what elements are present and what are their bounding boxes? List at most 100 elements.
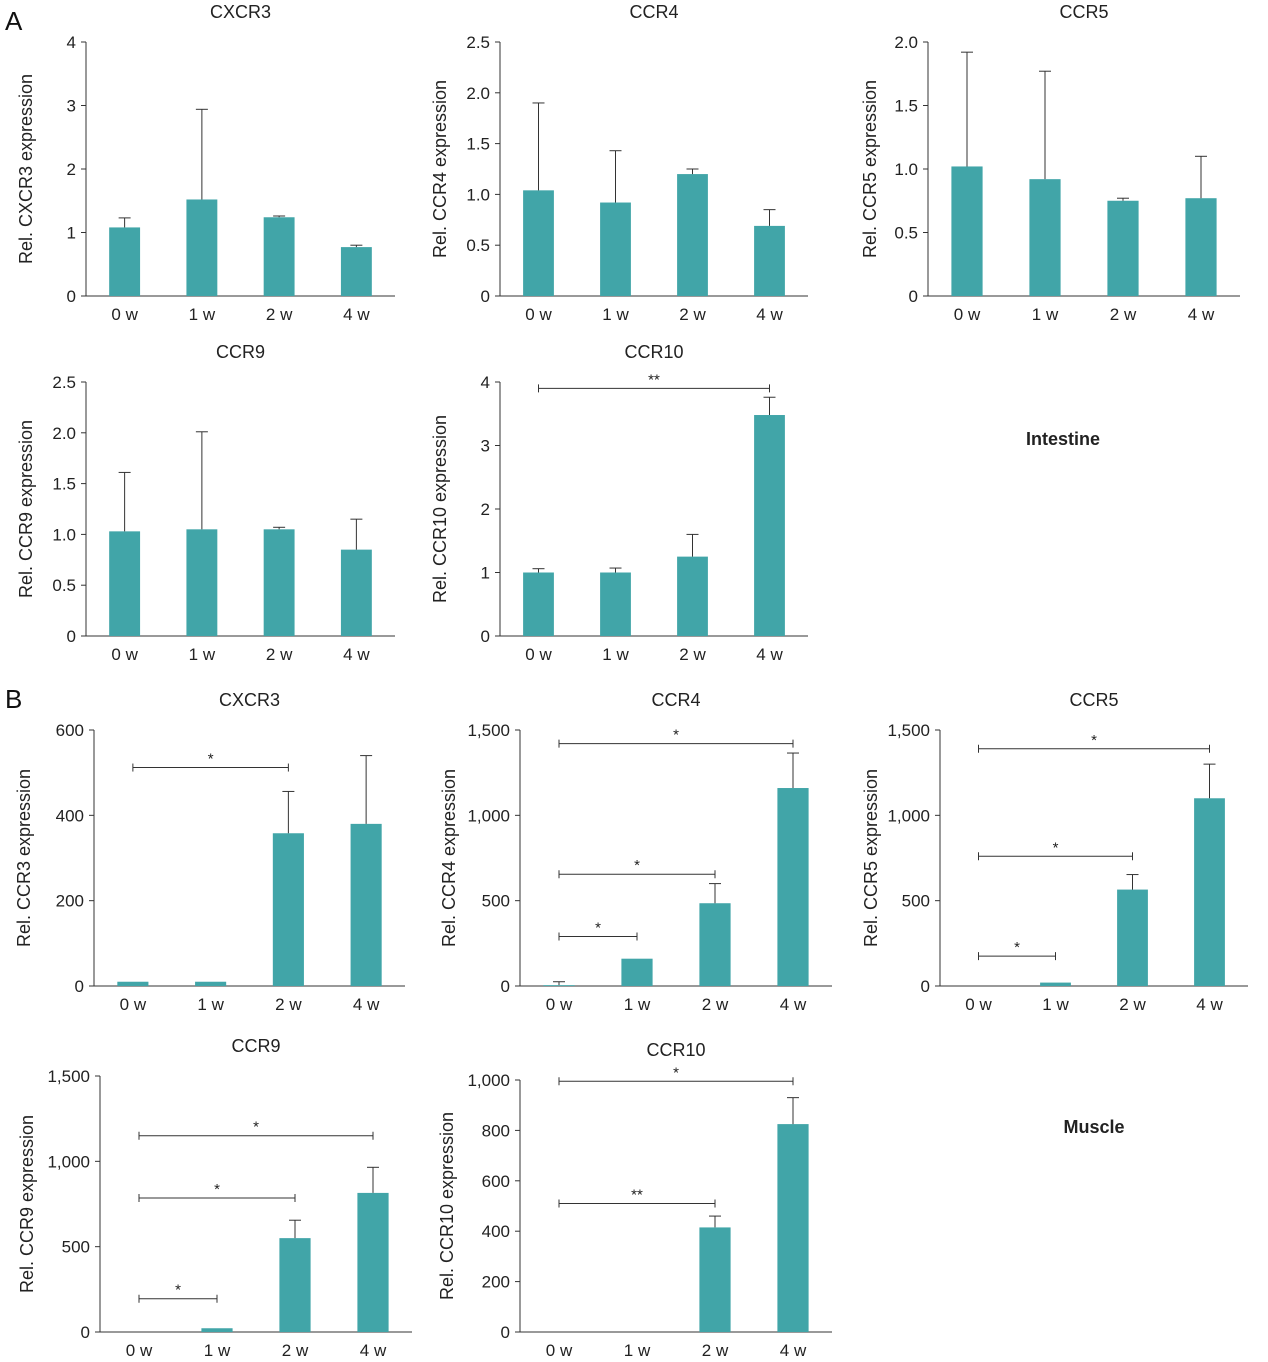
panel-b-label: B: [5, 684, 22, 714]
x-tick-label: 0 w: [546, 1341, 573, 1360]
x-tick-label: 2 w: [679, 305, 706, 324]
chart-a-ccr9: CCR9 Rel. CCR9 expression 0 0.5 1.0 1.5 2.0 2.5…: [16, 342, 395, 664]
chart-title: CCR4: [629, 2, 678, 22]
chart-title: CCR9: [231, 1036, 280, 1056]
chart-title: CCR4: [651, 690, 700, 710]
y-tick-label: 4: [481, 373, 490, 392]
y-tick-label: 0: [501, 977, 510, 996]
bar: [1194, 798, 1225, 986]
x-tick-label: 2 w: [702, 1341, 729, 1360]
chart-a-ccr10: CCR10 Rel. CCR10 expression 0 1 2 3 4 0 w 1 w 2 w…: [430, 342, 808, 664]
bar: [699, 1227, 731, 1332]
significance-label: **: [631, 1186, 643, 1203]
bar: [1117, 889, 1148, 986]
y-tick-label: 1,000: [467, 1071, 510, 1090]
y-axis-label: Rel. CXCR3 expression: [16, 74, 36, 264]
significance-label: *: [1091, 732, 1097, 749]
y-tick-label: 2.0: [52, 424, 76, 443]
x-tick-label: 1 w: [189, 305, 216, 324]
significance-label: *: [595, 920, 601, 937]
tissue-label-intestine: Intestine: [1026, 429, 1100, 449]
y-tick-label: 0: [921, 977, 930, 996]
chart-title: CCR5: [1059, 2, 1108, 22]
bar: [201, 1328, 233, 1332]
y-tick-label: 0.5: [466, 236, 490, 255]
x-tick-label: 2 w: [266, 645, 293, 664]
y-tick-label: 400: [482, 1222, 510, 1241]
x-tick-label: 2 w: [1119, 995, 1146, 1014]
bar: [754, 415, 785, 636]
x-tick-label: 4 w: [756, 645, 783, 664]
y-tick-label: 0: [67, 287, 76, 306]
bar: [186, 529, 218, 636]
bar: [340, 247, 372, 296]
bar: [1185, 198, 1217, 296]
x-tick-label: 0 w: [111, 305, 138, 324]
x-tick-label: 1 w: [204, 1341, 231, 1360]
y-tick-label: 1.0: [466, 185, 490, 204]
x-tick-label: 1 w: [602, 305, 629, 324]
chart-b-ccr4: CCR4 Rel. CCR4 expression 0 500 1,000 1,500 0 …: [439, 690, 832, 1014]
y-tick-label: 0: [75, 977, 84, 996]
y-tick-label: 600: [482, 1172, 510, 1191]
y-tick-label: 500: [482, 892, 510, 911]
chart-b-ccr9: CCR9 Rel. CCR9 expression 0 500 1,000 1,500 0 …: [17, 1036, 412, 1360]
bar: [677, 174, 708, 296]
y-axis-label: Rel. CCR9 expression: [16, 420, 36, 598]
y-tick-label: 2.5: [466, 33, 490, 52]
bar: [263, 529, 295, 636]
x-tick-label: 1 w: [624, 1341, 651, 1360]
significance-label: *: [634, 857, 640, 874]
y-tick-label: 1.5: [894, 97, 918, 116]
bar: [195, 981, 227, 986]
x-tick-label: 2 w: [282, 1341, 309, 1360]
y-tick-label: 4: [67, 33, 76, 52]
y-axis-label: Rel. CCR4 expression: [430, 80, 450, 258]
chart-title: CCR10: [624, 342, 683, 362]
x-tick-label: 4 w: [343, 305, 370, 324]
y-axis-label: Rel. CCR9 expression: [17, 1115, 37, 1293]
bar: [951, 166, 983, 296]
y-tick-label: 200: [482, 1273, 510, 1292]
significance-label: **: [648, 371, 660, 388]
bar: [1107, 200, 1139, 296]
bar: [350, 823, 382, 986]
y-tick-label: 1,500: [467, 721, 510, 740]
x-tick-label: 1 w: [602, 645, 629, 664]
y-tick-label: 0: [67, 627, 76, 646]
y-tick-label: 0: [481, 627, 490, 646]
bar: [754, 225, 785, 296]
x-tick-label: 0 w: [965, 995, 992, 1014]
x-tick-label: 4 w: [1196, 995, 1223, 1014]
x-tick-label: 2 w: [702, 995, 729, 1014]
bar: [777, 788, 809, 986]
x-tick-label: 0 w: [525, 645, 552, 664]
y-tick-label: 0.5: [894, 224, 918, 243]
x-tick-label: 2 w: [679, 645, 706, 664]
y-axis-label: Rel. CCR4 expression: [439, 769, 459, 947]
y-tick-label: 1: [481, 564, 490, 583]
x-tick-label: 1 w: [624, 995, 651, 1014]
x-tick-label: 1 w: [1032, 305, 1059, 324]
y-tick-label: 3: [67, 97, 76, 116]
significance-label: *: [208, 751, 214, 768]
bar: [357, 1192, 389, 1332]
bar: [600, 202, 631, 296]
y-axis-label: Rel. CCR5 expression: [860, 80, 880, 258]
bar: [777, 1124, 809, 1332]
y-axis-label: Rel. CCR10 expression: [437, 1112, 457, 1300]
y-tick-label: 1,500: [47, 1067, 90, 1086]
bar: [600, 572, 631, 636]
y-tick-label: 200: [56, 892, 84, 911]
x-tick-label: 2 w: [275, 995, 302, 1014]
significance-label: *: [1053, 839, 1059, 856]
y-tick-label: 800: [482, 1121, 510, 1140]
bar: [109, 531, 141, 636]
y-tick-label: 600: [56, 721, 84, 740]
chart-title: CCR10: [646, 1040, 705, 1060]
significance-label: *: [214, 1181, 220, 1198]
y-tick-label: 1,500: [887, 721, 930, 740]
bar: [117, 981, 149, 986]
y-tick-label: 500: [902, 892, 930, 911]
bar: [1029, 179, 1061, 296]
